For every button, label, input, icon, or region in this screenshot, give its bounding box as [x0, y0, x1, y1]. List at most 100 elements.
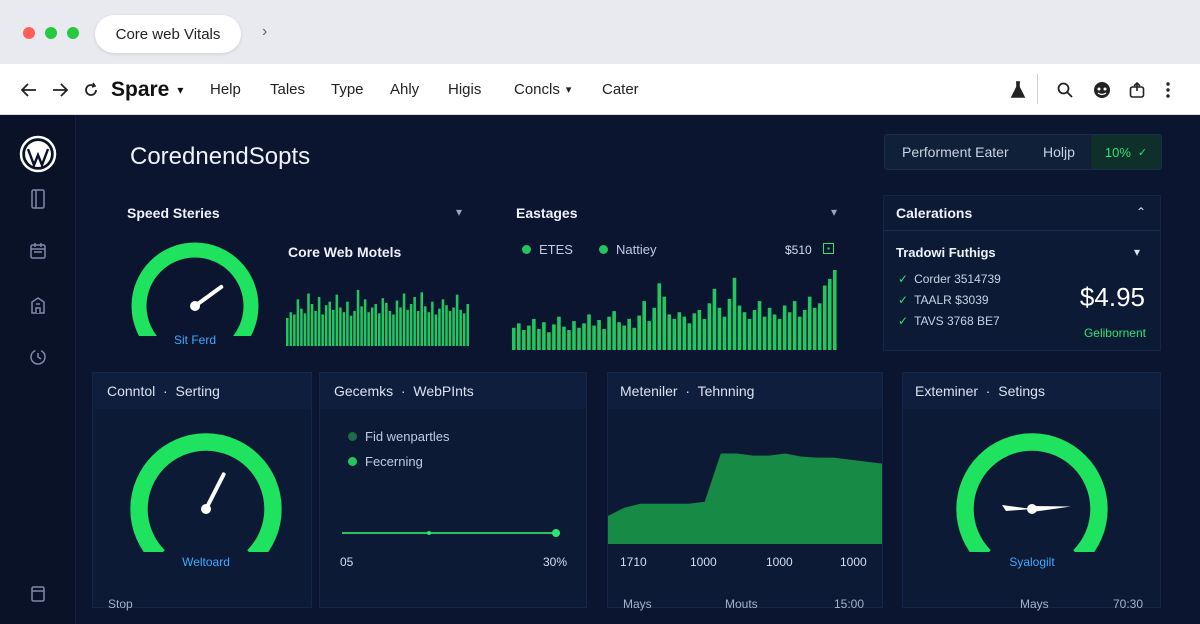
check-item-label: TAALR $3039: [914, 293, 989, 307]
browser-tab[interactable]: Core web Vitals: [95, 15, 241, 53]
minimize-window-button[interactable]: [45, 27, 57, 39]
metrics-panel-header: [608, 373, 882, 409]
eastages-chevron-icon[interactable]: ▾: [831, 205, 838, 219]
core-web-bar: [416, 311, 420, 346]
eastages-bar: [597, 320, 601, 350]
webpoints-slider-track[interactable]: [342, 532, 560, 534]
menu-higis[interactable]: Higis: [448, 81, 482, 98]
clock-icon[interactable]: [24, 343, 52, 371]
core-web-bar: [349, 315, 353, 346]
core-web-bar: [374, 304, 378, 346]
eastages-bar: [822, 285, 827, 350]
wordpress-logo-icon[interactable]: [19, 135, 57, 173]
core-web-bar: [402, 293, 406, 346]
webpoints-panel: [319, 372, 587, 608]
eastages-legend-2: Nattiey: [599, 242, 656, 257]
core-web-bar: [385, 302, 388, 346]
core-web-bar: [332, 309, 335, 346]
close-window-button[interactable]: [23, 27, 35, 39]
eastages-bar: [812, 307, 817, 350]
eastages-bar: [747, 318, 752, 350]
back-arrow-icon[interactable]: [17, 64, 41, 115]
speed-chevron-icon[interactable]: ▾: [456, 205, 463, 219]
tab-dot: ·: [155, 383, 176, 399]
tab-setings[interactable]: Setings: [998, 383, 1045, 399]
core-web-bar: [459, 309, 462, 346]
eastages-badge-icon[interactable]: ▪: [823, 243, 834, 254]
calendar-icon[interactable]: [24, 237, 52, 265]
calerations-title: Calerations: [896, 205, 973, 221]
tab-chevron-icon[interactable]: ›: [262, 23, 268, 40]
face-icon[interactable]: [1090, 64, 1114, 115]
eastages-bar: [652, 307, 657, 350]
gauge-arc: [956, 433, 1108, 552]
calerations-card: [883, 195, 1161, 351]
menu-concls[interactable]: Concls ▾: [514, 64, 571, 115]
forward-arrow-icon[interactable]: [48, 64, 72, 115]
tab-tehnning[interactable]: Tehnning: [697, 383, 755, 399]
building-icon[interactable]: [24, 291, 52, 319]
menu-cater[interactable]: Cater: [602, 81, 639, 98]
browser-titlebar: Core web Vitals ›: [0, 0, 1200, 64]
share-icon[interactable]: [1125, 64, 1149, 115]
core-web-bar: [317, 297, 321, 346]
tab-serting[interactable]: Serting: [175, 383, 220, 399]
eastages-bar: [512, 327, 516, 350]
eastages-bar: [692, 313, 697, 350]
document-icon[interactable]: [24, 580, 52, 608]
tab-webpoints[interactable]: WebPInts: [413, 383, 474, 399]
brand-label: Spare: [111, 77, 170, 101]
menu-help[interactable]: Help: [210, 81, 241, 98]
help-button[interactable]: Holjp: [1043, 144, 1075, 160]
core-web-bar: [300, 308, 303, 346]
gauge-arc: [131, 242, 259, 336]
core-web-bar: [324, 305, 328, 346]
more-icon[interactable]: [1156, 64, 1180, 115]
flask-icon[interactable]: [1006, 64, 1030, 115]
percent-dropdown[interactable]: 10% ✓: [1091, 135, 1161, 169]
sidebar: [0, 115, 76, 624]
calerations-collapse-icon[interactable]: ⌃: [1136, 205, 1147, 219]
eastages-bar: [807, 296, 812, 350]
core-web-bar: [381, 298, 385, 346]
eastages-bar: [707, 303, 712, 350]
reload-icon[interactable]: [79, 64, 103, 115]
core-web-bar: [388, 311, 392, 346]
tab-gecemks[interactable]: Gecemks: [334, 383, 394, 399]
tab-control[interactable]: Conntol: [107, 383, 156, 399]
eastages-bar: [817, 303, 822, 350]
core-web-bar: [452, 307, 455, 346]
eastages-bar: [797, 316, 802, 350]
book-icon[interactable]: [24, 185, 52, 213]
core-web-bar: [413, 297, 416, 346]
core-web-bar: [424, 306, 427, 346]
eastages-bar: [722, 316, 727, 350]
core-web-bar: [286, 318, 289, 346]
core-web-bar: [314, 311, 317, 346]
core-web-bar-chart: [286, 290, 470, 346]
core-web-bar: [353, 311, 356, 346]
legend-dot: [522, 245, 531, 254]
maximize-window-button[interactable]: [67, 27, 79, 39]
webpoints-legend-1: Fid wenpartles: [348, 429, 450, 444]
percent-value: 10%: [1104, 144, 1131, 160]
webpoints-axis-end: 30%: [543, 555, 568, 569]
performance-button[interactable]: Performent Eater: [902, 144, 1009, 160]
core-web-bar: [303, 313, 307, 346]
calerations-dropdown-icon[interactable]: ▾: [1134, 245, 1141, 259]
search-icon[interactable]: [1053, 64, 1077, 115]
tab-meteniler[interactable]: Meteniler: [620, 383, 678, 399]
tab-exteminer[interactable]: Exteminer: [915, 383, 979, 399]
menu-ahly[interactable]: Ahly: [390, 81, 420, 98]
control-panel-tabs: Conntol · Serting: [107, 383, 220, 399]
eastages-bar: [737, 305, 742, 350]
menu-tales[interactable]: Tales: [270, 81, 306, 98]
brand-menu[interactable]: Spare ▾: [111, 64, 183, 115]
page-title: CorednendSopts: [130, 143, 311, 170]
webpoints-slider-thumb[interactable]: [551, 529, 560, 537]
eastages-bar: [672, 318, 677, 350]
eastages-bar: [832, 270, 837, 350]
webpoints-legend-2-label: Fecerning: [365, 454, 423, 469]
gauge-needle: [1031, 506, 1071, 512]
menu-type[interactable]: Type: [331, 81, 364, 98]
